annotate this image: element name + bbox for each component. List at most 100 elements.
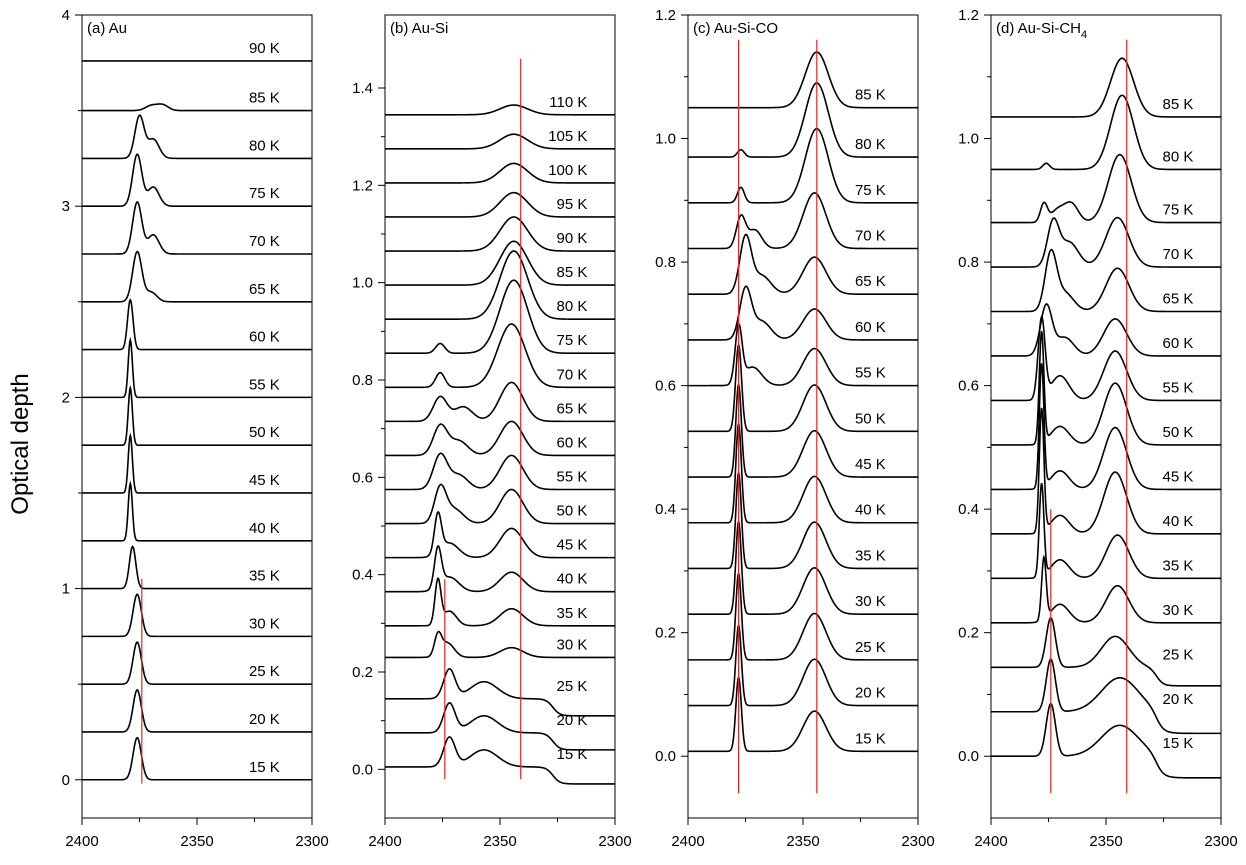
spectrum-line-50K <box>385 483 615 525</box>
spectrum-line-90K <box>385 216 615 252</box>
temperature-label: 85 K <box>557 264 588 281</box>
temperature-label: 85 K <box>1163 96 1194 113</box>
temperature-label: 35 K <box>249 568 280 585</box>
spectrum-line-55K <box>385 452 615 491</box>
spectrum-line-50K <box>82 384 312 446</box>
y-axis-title: Optical depth <box>7 373 34 514</box>
y-tick-label: 3 <box>62 198 70 215</box>
spectrum-line-35K <box>991 482 1221 580</box>
temperature-label: 25 K <box>249 663 280 680</box>
panel-title-subscript: 4 <box>1081 29 1087 41</box>
spectrum-line-80K <box>385 250 615 320</box>
spectrum-line-30K <box>385 630 615 659</box>
spectrum-line-35K <box>82 545 312 590</box>
temperature-label: 70 K <box>855 227 886 244</box>
temperature-label: 40 K <box>1163 513 1194 530</box>
spectrum-line-45K <box>82 432 312 494</box>
temperature-label: 20 K <box>1163 691 1194 708</box>
spectrum-line-75K <box>991 153 1221 224</box>
spectrum-line-60K <box>688 285 918 341</box>
x-tick-label: 2300 <box>901 833 934 850</box>
temperature-label: 35 K <box>855 547 886 564</box>
temperature-label: 90 K <box>557 230 588 247</box>
y-tick-label: 0.0 <box>958 748 979 765</box>
temperature-label: 85 K <box>249 90 280 107</box>
y-tick-label: 0.8 <box>958 254 979 271</box>
y-tick-label: 1.4 <box>352 80 373 97</box>
y-tick-label: 0.4 <box>352 567 373 584</box>
y-tick-label: 1.2 <box>352 177 373 194</box>
y-tick-label: 0.8 <box>352 372 373 389</box>
temperature-label: 30 K <box>249 615 280 632</box>
temperature-label: 25 K <box>1163 646 1194 663</box>
temperature-label: 30 K <box>557 636 588 653</box>
temperature-label: 80 K <box>557 298 588 315</box>
spectrum-line-75K <box>688 127 918 204</box>
y-tick-label: 0.8 <box>655 254 676 271</box>
spectrum-line-70K <box>82 201 312 255</box>
spectrum-line-35K <box>385 577 615 627</box>
panels: 0 1 2 3 4 2400 2350 2300 (a) Au 15 K 20 K 25 K 30 K 3… <box>62 7 1238 850</box>
temperature-label: 75 K <box>855 182 886 199</box>
temperature-label: 105 K <box>548 128 587 145</box>
x-tick-label: 2300 <box>598 833 631 850</box>
spectrum-line-80K <box>991 94 1221 171</box>
y-tick-label: 0.6 <box>352 469 373 486</box>
y-tick-label: 1.2 <box>958 7 979 24</box>
temperature-label: 20 K <box>249 711 280 728</box>
temperature-label: 100 K <box>548 162 587 179</box>
y-tick-label: 0 <box>62 772 70 789</box>
spectrum-line-85K <box>82 103 312 112</box>
spectrum-line-85K <box>688 51 918 109</box>
spectrum-line-35K <box>688 469 918 570</box>
spectrum-line-30K <box>991 554 1221 624</box>
spectrum-line-105K <box>385 133 615 150</box>
spectrum-line-70K <box>991 216 1221 268</box>
spectrum-line-15K <box>82 736 312 781</box>
temperature-label: 80 K <box>855 136 886 153</box>
x-tick-label: 2400 <box>974 833 1007 850</box>
plot-frame <box>81 14 313 819</box>
temperature-label: 55 K <box>557 469 588 486</box>
spectrum-line-45K <box>688 381 918 478</box>
temperature-label: 40 K <box>557 571 588 588</box>
y-tick-label: 0.4 <box>655 501 676 518</box>
y-tick-label: 0.0 <box>352 761 373 778</box>
temperature-label: 60 K <box>557 434 588 451</box>
temperature-label: 60 K <box>855 319 886 336</box>
temperature-label: 30 K <box>1163 602 1194 619</box>
spectrum-line-55K <box>82 336 312 399</box>
spectrum-line-45K <box>991 363 1221 491</box>
temperature-label: 60 K <box>1163 335 1194 352</box>
temperature-label: 50 K <box>855 410 886 427</box>
x-tick-label: 2350 <box>1089 833 1122 850</box>
temperature-label: 35 K <box>557 605 588 622</box>
spectrum-line-75K <box>385 279 615 355</box>
panel-title: (b) Au-Si <box>390 20 448 37</box>
temperature-label: 15 K <box>249 759 280 776</box>
chart-panel-1: 0.0 0.2 0.4 0.6 0.8 1.0 1.2 1.4 2400 2350 2300 (b) … <box>352 14 632 850</box>
spectrum-line-20K <box>385 702 615 751</box>
spectrum-line-45K <box>385 511 615 559</box>
spectrum-line-25K <box>385 668 615 717</box>
temperature-label: 50 K <box>557 503 588 520</box>
spectrum-line-40K <box>688 420 918 524</box>
temperature-label: 45 K <box>1163 468 1194 485</box>
spectrum-line-65K <box>688 233 918 295</box>
temperature-label: 55 K <box>855 365 886 382</box>
spectrum-line-60K <box>385 420 615 457</box>
chart-panel-3: 0.0 0.2 0.4 0.6 0.8 1.0 1.2 2400 2350 2300 (d) Au-… <box>958 7 1238 850</box>
y-tick-label: 2 <box>62 389 70 406</box>
x-tick-label: 2300 <box>295 833 328 850</box>
y-tick-label: 1.0 <box>958 131 979 148</box>
temperature-label: 15 K <box>1163 735 1194 752</box>
spectrum-line-25K <box>688 570 918 661</box>
panel-title: (a) Au <box>87 20 127 37</box>
temperature-label: 70 K <box>249 233 280 250</box>
temperature-label: 45 K <box>557 537 588 554</box>
spectrum-line-50K <box>688 342 918 433</box>
y-tick-label: 1.0 <box>352 275 373 292</box>
spectrum-line-25K <box>991 616 1221 687</box>
temperature-label: 75 K <box>249 185 280 202</box>
